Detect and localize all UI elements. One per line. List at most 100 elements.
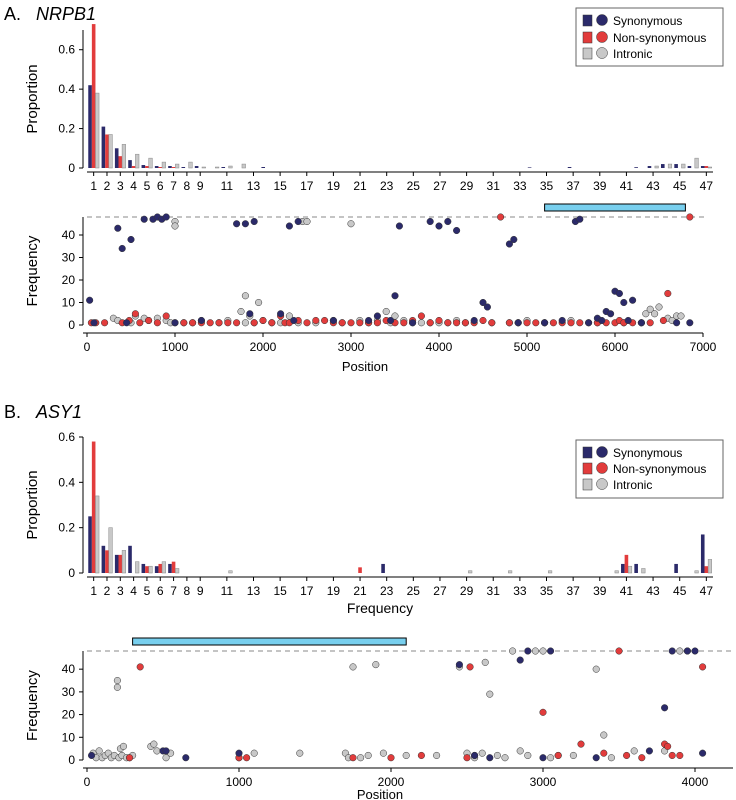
bar-non-synonymous-7 — [171, 561, 176, 573]
bar-synonymous-9 — [194, 166, 199, 168]
point-intronic — [433, 751, 441, 760]
point-intronic — [349, 663, 357, 671]
point-intronic — [630, 747, 638, 755]
point-synonymous — [691, 647, 699, 655]
point-intronic — [382, 307, 390, 316]
x-tick-label: 21 — [353, 179, 367, 193]
x-tick-label: 4 — [130, 584, 137, 598]
bar-synonymous-47 — [700, 166, 705, 168]
x-tick-label: 35 — [540, 179, 554, 193]
point-non-synonymous — [233, 319, 241, 327]
point-intronic — [255, 298, 263, 307]
legend-swatch-intronic-dot — [596, 478, 608, 490]
point-non-synonymous — [463, 754, 471, 762]
bar-synonymous-7 — [168, 563, 172, 573]
point-intronic — [296, 749, 304, 757]
point-synonymous — [585, 319, 593, 327]
point-synonymous — [558, 316, 566, 325]
x-tick-label: 1 — [90, 584, 97, 598]
bar-intronic-1 — [95, 92, 100, 169]
point-synonymous — [235, 749, 243, 757]
bar-synonymous-42 — [634, 563, 638, 573]
x-tick-label: 29 — [460, 179, 474, 193]
y-tick-label: 40 — [62, 228, 76, 242]
x-tick-label: 13 — [247, 584, 261, 598]
bar-intronic-1 — [95, 495, 100, 574]
x-tick-label: 4 — [130, 179, 137, 193]
y-tick-label: 0.4 — [58, 475, 75, 489]
bar-synonymous-2 — [101, 545, 106, 573]
point-synonymous — [505, 240, 513, 248]
legend-swatch-syn-bar — [582, 14, 593, 27]
bar-intronic-4 — [135, 561, 140, 574]
bar-synonymous-5 — [141, 563, 146, 573]
point-intronic — [372, 661, 380, 669]
x-tick-label: 47 — [700, 584, 714, 598]
point-synonymous — [514, 319, 522, 327]
x-tick-label: 1000 — [162, 340, 189, 354]
x-tick-label: 41 — [620, 179, 634, 193]
x-tick-label: 4000 — [682, 775, 709, 789]
y-tick-label: 0 — [68, 161, 75, 175]
chart-scatter-panel-a — [79, 203, 705, 337]
point-synonymous — [329, 316, 337, 325]
point-synonymous — [246, 310, 254, 318]
point-synonymous — [592, 754, 600, 762]
x-tick-label: 7000 — [690, 340, 717, 354]
x-tick-label: 15 — [273, 584, 287, 598]
bar-synonymous-45 — [674, 164, 678, 168]
y-tick-label: 10 — [62, 296, 76, 310]
point-non-synonymous — [699, 663, 707, 671]
point-synonymous — [516, 656, 524, 664]
x-tick-label: 3 — [117, 584, 124, 598]
point-synonymous — [470, 316, 478, 325]
point-synonymous — [290, 316, 298, 325]
x-tick-label: 29 — [460, 584, 474, 598]
y-tick-label: 0.6 — [58, 43, 75, 57]
point-synonymous — [486, 754, 494, 762]
point-non-synonymous — [131, 310, 139, 318]
point-synonymous — [395, 222, 403, 230]
bar-synonymous-47 — [700, 534, 705, 573]
x-tick-label: 37 — [566, 584, 580, 598]
y-tick-label: 10 — [62, 730, 76, 744]
x-tick-label: 17 — [300, 584, 314, 598]
x-tick-label: 5 — [144, 179, 151, 193]
point-synonymous — [444, 217, 452, 226]
point-synonymous — [661, 704, 669, 712]
bar-synonymous-4 — [128, 160, 132, 168]
point-non-synonymous — [303, 319, 311, 327]
bar-intronic-2 — [108, 527, 113, 574]
y-tick-label: 0.4 — [58, 82, 75, 96]
point-synonymous — [479, 298, 487, 307]
point-intronic — [509, 647, 517, 655]
x-tick-label: 8 — [184, 179, 191, 193]
bar-synonymous-43 — [647, 166, 652, 168]
point-non-synonymous — [145, 316, 153, 325]
point-non-synonymous — [250, 319, 258, 327]
bar-synonymous-1 — [88, 516, 92, 573]
point-synonymous — [182, 754, 190, 762]
bar-non-synonymous-6 — [158, 563, 163, 573]
x-tick-label: 45 — [673, 584, 687, 598]
point-non-synonymous — [646, 319, 654, 327]
x-tick-label: 11 — [221, 584, 234, 598]
point-intronic — [153, 747, 161, 755]
point-intronic — [357, 754, 365, 762]
bar-intronic-3 — [121, 550, 126, 574]
point-non-synonymous — [338, 319, 346, 327]
bar-synonymous-1 — [88, 85, 92, 168]
bar-synonymous-8 — [181, 167, 186, 168]
bar-intronic-9 — [201, 166, 206, 169]
point-intronic — [651, 310, 659, 318]
point-non-synonymous — [567, 319, 575, 327]
point-non-synonymous — [676, 751, 684, 760]
legend-swatch-intronic-bar — [582, 478, 593, 491]
bar-synonymous-2 — [101, 126, 106, 168]
x-tick-label: 11 — [221, 179, 234, 193]
point-synonymous — [409, 319, 417, 327]
x-tick-label: 3 — [117, 179, 124, 193]
bar-synonymous-11 — [221, 167, 226, 168]
point-non-synonymous — [505, 319, 513, 327]
